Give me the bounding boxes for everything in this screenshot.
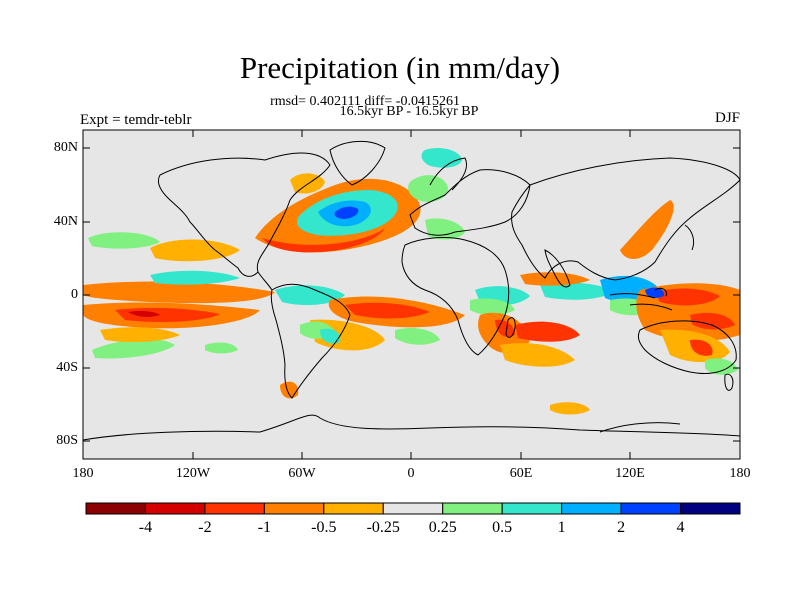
patch-europe-green (425, 218, 465, 240)
coast-scandinavia (429, 157, 467, 191)
x-tick-label-0: 0 (407, 466, 415, 481)
chart-title: Precipitation (in mm/day) (239, 50, 561, 85)
colorbar-swatch (620, 502, 682, 515)
patch-mozambique-red (495, 319, 515, 337)
patch-pac-mid-orange (150, 239, 240, 262)
axis-ticks (83, 130, 740, 459)
patch-amazon-cyan (275, 285, 345, 306)
season-label: DJF (714, 110, 740, 126)
y-tick-label-80n: 80N (53, 140, 78, 155)
colorbar-label: 0.5 (492, 519, 513, 536)
coast-central-america (257, 271, 273, 291)
colorbar-swatch (85, 502, 146, 515)
patch-indian-orange (500, 343, 575, 367)
patch-spcz-green (92, 338, 175, 359)
patch-trop-atl-red (345, 302, 430, 319)
patch-eq-pac-cyan (150, 270, 240, 285)
patch-s-atl-green (395, 328, 440, 345)
patch-s-indian-orange (550, 402, 590, 415)
colorbar-swatch (382, 502, 444, 515)
colorbar-label: -1 (257, 519, 272, 536)
patch-wpac-red2 (690, 312, 735, 330)
x-tick-label-120e: 120E (615, 466, 645, 481)
patch-wpac-blue (645, 287, 665, 298)
coast-south-america (270, 283, 351, 399)
patch-spac-green (205, 342, 238, 354)
patch-patagonia-orange (280, 381, 299, 399)
y-tick-label-40n: 40N (53, 214, 78, 229)
patch-indian-red (515, 321, 580, 342)
patch-eq-pac-orange (83, 281, 275, 304)
patch-pac-green (88, 232, 160, 249)
patch-n-atlantic-deepblue (334, 206, 359, 219)
patch-s-pac-orange (100, 327, 180, 343)
patch-eq-pac-darkred (128, 311, 160, 317)
coast-antarctica (83, 414, 740, 441)
y-tick-label-80s: 80S (56, 433, 78, 448)
colorbar-label: -4 (138, 519, 153, 536)
x-tick-label-60e: 60E (509, 466, 533, 481)
coast-greenland (329, 141, 386, 186)
colorbar (85, 502, 741, 515)
patch-eq-indian-cyan (540, 282, 615, 300)
coast-asia (511, 157, 740, 281)
patch-sam-cyan (320, 328, 341, 344)
colorbar-swatch (561, 502, 622, 515)
colorbar-label: -2 (198, 519, 212, 536)
colorbar-label: 0.25 (428, 519, 457, 536)
coast-madagascar (505, 317, 516, 338)
colorbar-swatch (501, 502, 563, 515)
coast-africa (401, 237, 510, 356)
period-line: 16.5kyr BP - 16.5kyr BP (339, 104, 479, 119)
patch-iceland-green (408, 175, 448, 202)
colorbar-swatch (204, 502, 265, 515)
coast-new-zealand (724, 373, 734, 391)
patch-wpac-red (655, 288, 720, 306)
colorbar-label: -0.25 (366, 519, 400, 536)
patch-aus-red (690, 339, 713, 356)
coast-india (544, 249, 571, 288)
colorbar-label: 2 (617, 519, 626, 536)
patch-pac-west-orange (620, 200, 674, 259)
coastlines (83, 141, 740, 441)
x-tick-label-180w: 180 (72, 466, 94, 481)
colorbar-label: 1 (557, 519, 566, 536)
colorbar-swatch (323, 502, 384, 515)
coast-indonesia (609, 287, 673, 311)
coast-ross (599, 422, 681, 433)
x-tick-label-120w: 120W (175, 466, 211, 481)
x-tick-label-180e: 180 (729, 466, 751, 481)
patch-scand-cyan (421, 148, 462, 168)
experiment-label: Expt = temdr-teblr (80, 112, 192, 128)
coast-north-america (157, 152, 331, 277)
y-tick-label-0: 0 (71, 287, 78, 302)
colorbar-swatch (144, 502, 206, 515)
x-tick-label-60w: 60W (288, 466, 316, 481)
precip-anomaly-patches (83, 148, 740, 415)
colorbar-label: -0.5 (311, 519, 337, 536)
coast-australia (637, 320, 737, 374)
coast-japan (684, 224, 695, 251)
stats-line: rmsd= 0.402111 diff= -0.0415261 (270, 94, 460, 109)
patch-nz-green (705, 358, 738, 375)
patch-eq-indian-orange (520, 272, 590, 286)
patch-n-atlantic-red (262, 228, 385, 253)
y-tick-label-40s: 40S (56, 360, 78, 375)
colorbar-swatch (680, 502, 741, 515)
colorbar-swatch (442, 502, 503, 515)
patch-africa-green (470, 298, 515, 316)
colorbar-swatch (263, 502, 325, 515)
colorbar-label: 4 (676, 519, 685, 536)
